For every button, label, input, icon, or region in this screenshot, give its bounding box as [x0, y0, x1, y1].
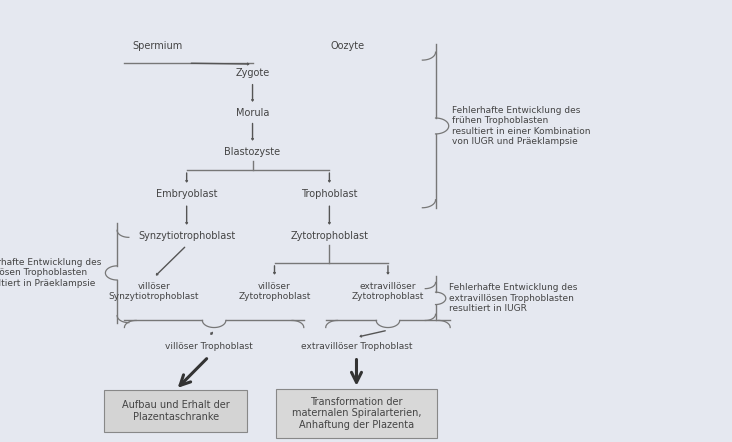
FancyBboxPatch shape — [104, 390, 247, 432]
Text: Fehlerhafte Entwicklung des
villösen Trophoblasten
resultiert in Präeklampsie: Fehlerhafte Entwicklung des villösen Tro… — [0, 258, 101, 288]
Text: villöser
Synzytiotrophoblast: villöser Synzytiotrophoblast — [108, 282, 199, 301]
Text: Blastozyste: Blastozyste — [225, 148, 280, 157]
Text: Synzytiotrophoblast: Synzytiotrophoblast — [138, 232, 235, 241]
Text: Zytotrophoblast: Zytotrophoblast — [291, 232, 368, 241]
Text: Fehlerhafte Entwicklung des
extravillösen Trophoblasten
resultiert in IUGR: Fehlerhafte Entwicklung des extravillöse… — [449, 283, 577, 313]
Text: Fehlerhafte Entwicklung des
frühen Trophoblasten
resultiert in einer Kombination: Fehlerhafte Entwicklung des frühen Troph… — [452, 106, 590, 146]
FancyBboxPatch shape — [276, 389, 437, 438]
Text: Oozyte: Oozyte — [331, 42, 365, 51]
Text: extravillöser Trophoblast: extravillöser Trophoblast — [301, 343, 412, 351]
Text: Zygote: Zygote — [236, 68, 269, 78]
Text: extravillöser
Zytotrophoblast: extravillöser Zytotrophoblast — [352, 282, 424, 301]
Text: Transformation der
maternalen Spiralarterien,
Anhaftung der Plazenta: Transformation der maternalen Spiralarte… — [292, 396, 421, 430]
Text: Embryoblast: Embryoblast — [156, 190, 217, 199]
Text: Spermium: Spermium — [132, 42, 182, 51]
Text: Trophoblast: Trophoblast — [301, 190, 358, 199]
Text: villöser Trophoblast: villöser Trophoblast — [165, 343, 253, 351]
Text: Morula: Morula — [236, 108, 269, 118]
Text: Aufbau und Erhalt der
Plazentaschranke: Aufbau und Erhalt der Plazentaschranke — [122, 400, 230, 422]
Text: villöser
Zytotrophoblast: villöser Zytotrophoblast — [239, 282, 310, 301]
